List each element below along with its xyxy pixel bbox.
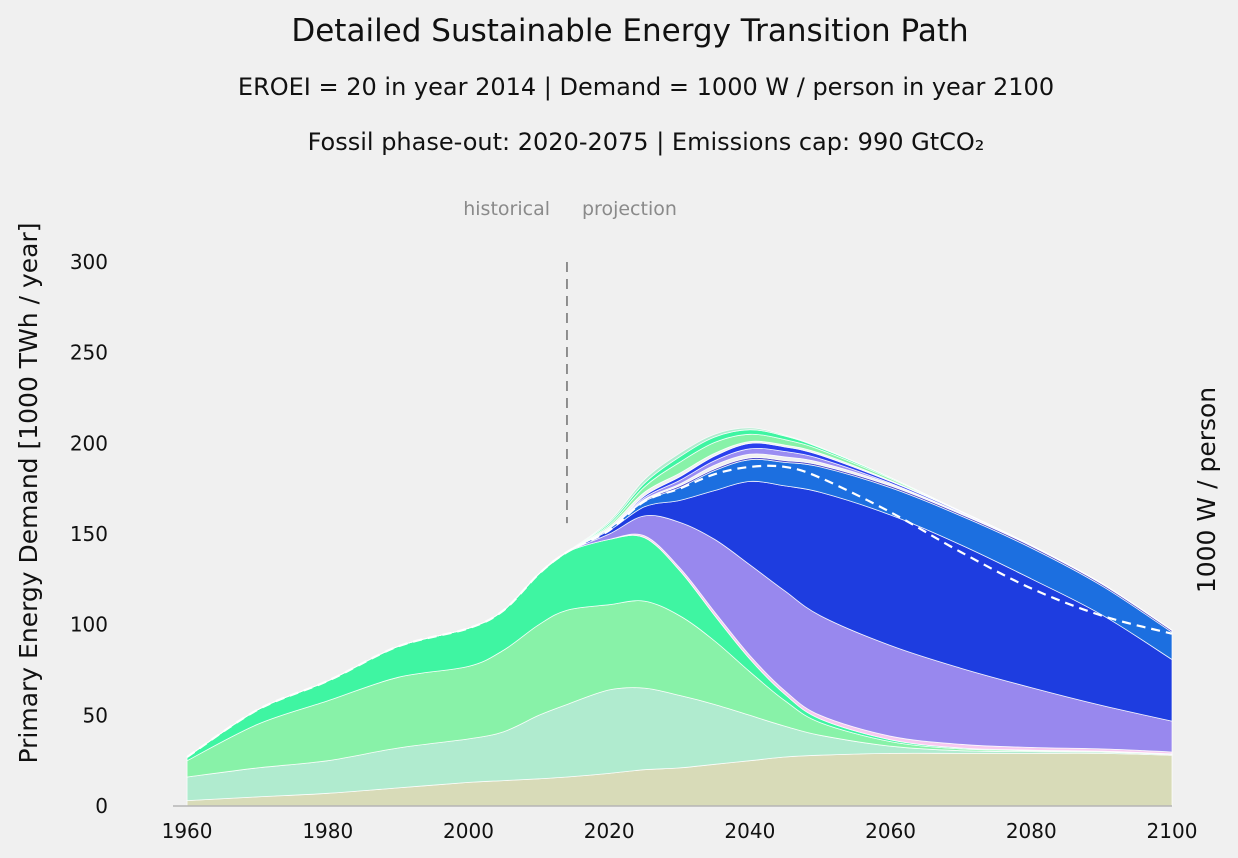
y-tick-label-100: 100 [70, 613, 108, 637]
total-line-group [186, 464, 1173, 758]
x-axis-ticks: 1960 1980 2000 2020 2040 2060 2080 2100 [162, 819, 1198, 843]
y-tick-label-0: 0 [95, 794, 108, 818]
historical-label: historical [463, 198, 550, 220]
x-tick-label-2080: 2080 [1006, 819, 1057, 843]
x-tick-label-2060: 2060 [865, 819, 916, 843]
y-tick-label-300: 300 [70, 250, 108, 274]
x-tick-label-1980: 1980 [302, 819, 353, 843]
y-tick-label-200: 200 [70, 431, 108, 455]
stacked-areas [186, 427, 1173, 807]
chart-subtitle-1: EROEI = 20 in year 2014 | Demand = 1000 … [238, 73, 1054, 101]
y-tick-label-50: 50 [83, 703, 108, 727]
chart-title: Detailed Sustainable Energy Transition P… [291, 13, 968, 49]
x-tick-label-2100: 2100 [1147, 819, 1198, 843]
chart-subtitle-2: Fossil phase-out: 2020-2075 | Emissions … [308, 128, 985, 156]
x-tick-label-2020: 2020 [584, 819, 635, 843]
y-axis-label: Primary Energy Demand [1000 TWh / year] [14, 223, 43, 764]
x-tick-label-2000: 2000 [443, 819, 494, 843]
projection-label: projection [582, 198, 677, 220]
y-axis-label-right: 1000 W / person [1192, 387, 1221, 593]
y-tick-label-250: 250 [70, 341, 108, 365]
total-demand-line [186, 464, 1173, 758]
x-tick-label-2040: 2040 [724, 819, 775, 843]
y-axis-ticks: 0 50 100 150 200 250 300 [70, 250, 108, 818]
y-tick-label-150: 150 [70, 522, 108, 546]
x-tick-label-1960: 1960 [162, 819, 213, 843]
